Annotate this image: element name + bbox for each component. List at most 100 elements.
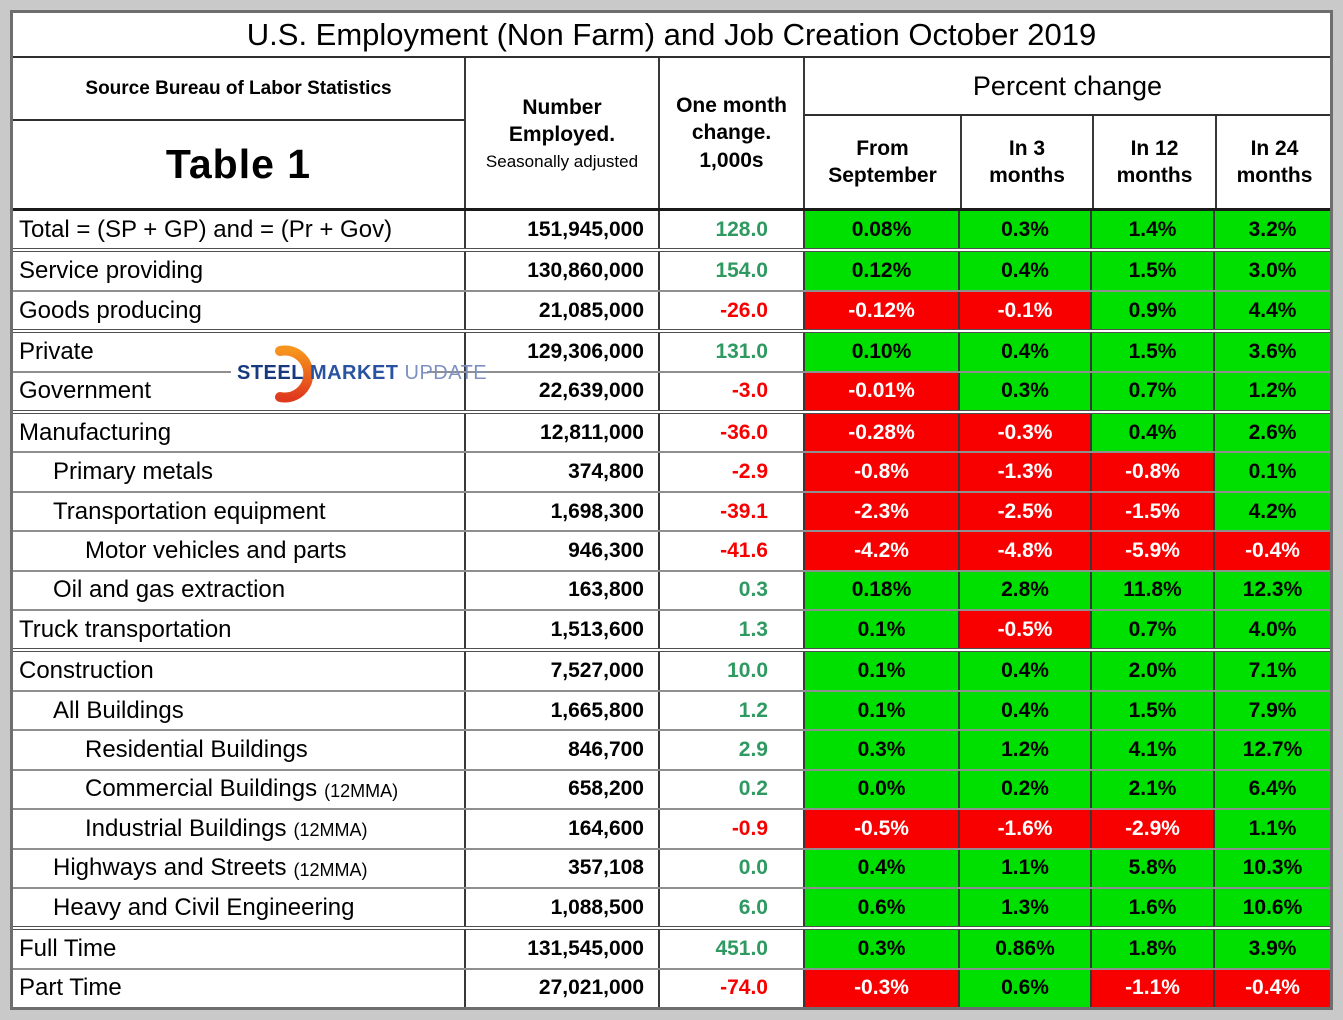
employed-value: 130,860,000 <box>464 252 658 290</box>
percent-change-cell: 12.3% <box>1213 571 1330 610</box>
percent-change-cell: -1.3% <box>958 453 1090 491</box>
one-month-change-value: 1.3 <box>658 611 803 649</box>
percent-change-cell: 7.9% <box>1213 691 1330 730</box>
percent-change-cell: 0.2% <box>958 770 1090 809</box>
row-label-text: Total = (SP + GP) and = (Pr + Gov) <box>19 215 393 243</box>
percent-change-cell: 1.4% <box>1090 211 1213 249</box>
percent-change-cell: 1.1% <box>958 849 1090 887</box>
percent-change-cell: -0.01% <box>803 372 958 411</box>
percent-change-cell: 0.4% <box>958 652 1090 690</box>
percent-change-cell: 10.3% <box>1213 849 1330 887</box>
row-label-text: Truck transportation <box>19 615 232 643</box>
row-label: Residential Buildings <box>13 731 464 768</box>
one-month-change-value: -3.0 <box>658 372 803 411</box>
logo-word-steel: STEEL <box>237 362 304 384</box>
percent-change-cell: -1.6% <box>958 810 1090 848</box>
percent-change-cell: 0.12% <box>803 252 958 290</box>
percent-change-cell: 1.3% <box>958 888 1090 927</box>
smu-swoosh-icon <box>275 345 314 403</box>
row-label-text: Manufacturing <box>19 418 172 446</box>
employed-value: 7,527,000 <box>464 652 658 690</box>
percent-change-subheaders: From September In 3 months In 12 months … <box>805 116 1330 208</box>
percent-change-cell: -0.5% <box>958 611 1090 649</box>
percent-change-cell: 2.0% <box>1090 652 1213 690</box>
col-header-percent-change: Percent change From September In 3 month… <box>803 58 1330 208</box>
row-label: Total = (SP + GP) and = (Pr + Gov) <box>13 211 464 248</box>
employed-value: 374,800 <box>464 453 658 491</box>
percent-change-cell: 4.2% <box>1213 492 1330 531</box>
percent-change-cell: 12.7% <box>1213 731 1330 769</box>
row-label: Transportation equipment <box>13 493 464 530</box>
percent-change-cell: 0.3% <box>958 211 1090 249</box>
one-month-change-label: One month change. 1,000s <box>676 94 787 172</box>
row-label-text: Transportation equipment <box>53 497 326 525</box>
percent-change-cell: -1.5% <box>1090 492 1213 531</box>
percent-change-cell: 0.4% <box>803 849 958 887</box>
percent-change-cell: 0.6% <box>958 969 1090 1007</box>
row-label-text: Industrial Buildings <box>85 814 287 842</box>
employed-value: 946,300 <box>464 532 658 570</box>
table-row: All Buildings 1,665,800 1.2 0.1% 0.4% 1.5% 7.9… <box>13 689 1330 730</box>
row-label-text: Government <box>19 377 152 405</box>
table-row: Service providing 130,860,000 154.0 0.12% 0.… <box>13 248 1330 290</box>
row-label: Part Time <box>13 970 464 1007</box>
one-month-change-value: 0.0 <box>658 849 803 887</box>
percent-change-cell: 4.4% <box>1213 291 1330 330</box>
percent-change-cell: 4.1% <box>1090 731 1213 769</box>
col-header-from-september: From September <box>828 136 937 187</box>
percent-change-cell: -0.8% <box>1090 453 1213 491</box>
col-header-in-12-months: In 12 months <box>1092 116 1215 208</box>
one-month-change-value: -2.9 <box>658 453 803 491</box>
table-row: Primary metals 374,800 -2.9 -0.8% -1.3% -0.8%… <box>13 451 1330 491</box>
employed-value: 1,665,800 <box>464 691 658 730</box>
row-label: All Buildings <box>13 692 464 729</box>
col-header-one-month-change: One month change. 1,000s <box>658 58 803 208</box>
logo-word-market: MARKET <box>309 362 399 384</box>
row-label: Highways and Streets (12MMA) <box>13 850 464 887</box>
table-row: Private 129,306,000 131.0 0.10% 0.4% 1.5% 3.6% <box>13 329 1330 371</box>
percent-change-cell: -0.5% <box>803 810 958 848</box>
percent-change-cell: 0.10% <box>803 333 958 371</box>
percent-change-cell: -0.4% <box>1213 969 1330 1007</box>
col-header-in-3-months: In 3 months <box>960 116 1092 208</box>
row-label: Government <box>13 373 464 410</box>
row-label-text: Residential Buildings <box>85 735 308 763</box>
percent-change-cell: -0.1% <box>958 291 1090 330</box>
employed-value: 658,200 <box>464 770 658 809</box>
table-row: Highways and Streets (12MMA) 357,108 0.0 0.4… <box>13 847 1330 887</box>
employed-value: 22,639,000 <box>464 372 658 411</box>
header-left-block: Source Bureau of Labor Statistics Table … <box>13 58 464 208</box>
percent-change-cell: 4.0% <box>1213 611 1330 649</box>
steel-market-update-logo: STEEL MARKET UPDATE <box>231 345 487 403</box>
percent-change-cell: -0.28% <box>803 414 958 452</box>
table-body: Total = (SP + GP) and = (Pr + Gov) 151,94… <box>13 211 1330 1007</box>
table-row: Heavy and Civil Engineering 1,088,500 6.0 0… <box>13 886 1330 927</box>
table-row: Residential Buildings 846,700 2.9 0.3% 1.2% 4… <box>13 729 1330 769</box>
one-month-change-value: 154.0 <box>658 252 803 290</box>
row-label: Industrial Buildings (12MMA) <box>13 810 464 847</box>
col-header-in-24-months: In 24 months <box>1215 116 1330 208</box>
one-month-change-value: 6.0 <box>658 888 803 927</box>
percent-change-cell: 0.4% <box>1090 414 1213 452</box>
table-row: Construction 7,527,000 10.0 0.1% 0.4% 2.0% 7.1… <box>13 648 1330 690</box>
logo-text: STEEL MARKET UPDATE <box>237 362 487 385</box>
percent-change-cell: 5.8% <box>1090 849 1213 887</box>
page-title: U.S. Employment (Non Farm) and Job Creat… <box>13 13 1330 58</box>
employed-value: 1,698,300 <box>464 492 658 531</box>
percent-change-cell: 0.18% <box>803 571 958 610</box>
employed-value: 1,088,500 <box>464 888 658 927</box>
percent-change-cell: 2.8% <box>958 571 1090 610</box>
percent-change-cell: -0.3% <box>803 969 958 1007</box>
percent-change-cell: -5.9% <box>1090 532 1213 570</box>
row-label-text: Primary metals <box>53 458 214 486</box>
percent-change-label: Percent change <box>805 58 1330 116</box>
table-row: Government 22,639,000 -3.0 -0.01% 0.3% 0.7% 1.… <box>13 370 1330 411</box>
row-label-text: Highways and Streets <box>53 854 287 882</box>
row-label-text: Construction <box>19 657 154 685</box>
percent-change-cell: 0.08% <box>803 211 958 249</box>
row-label-text: Private <box>19 337 94 365</box>
percent-change-cell: 0.7% <box>1090 372 1213 411</box>
percent-change-cell: 1.2% <box>958 731 1090 769</box>
percent-change-cell: 1.8% <box>1090 930 1213 968</box>
